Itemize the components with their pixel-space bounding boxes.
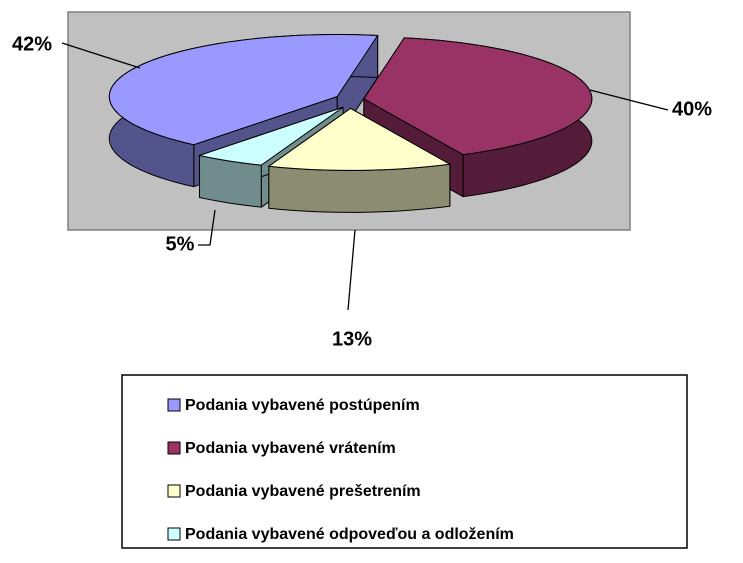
leader-line [198,209,216,246]
leader-line [347,229,356,311]
legend-swatch [167,441,181,455]
data-label: 42% [12,33,52,55]
legend-swatch [167,527,181,541]
legend-label: Podania vybavené postúpením [185,397,420,414]
slice [108,34,379,146]
leader-line [61,42,141,69]
slice [197,106,344,166]
legend-swatch [167,484,181,498]
data-label: 40% [672,98,712,120]
data-label: 13% [332,328,372,350]
data-label: 5% [166,233,195,255]
legend-swatch [167,398,181,412]
slice [363,37,593,156]
pie [108,34,593,213]
legend-label: Podania vybavené vrátením [185,440,396,457]
slice [267,107,452,171]
slice-side [268,163,451,213]
labels: 42% 40% 13% 5% [12,33,712,350]
legend-entries: Podania vybavené postúpením Podania vybav… [167,397,514,543]
legend-label: Podania vybavené prešetrením [185,483,421,500]
legend [121,374,688,549]
legend-label: Podania vybavené odpoveďou a odložením [185,526,514,543]
leader-line [589,89,669,111]
